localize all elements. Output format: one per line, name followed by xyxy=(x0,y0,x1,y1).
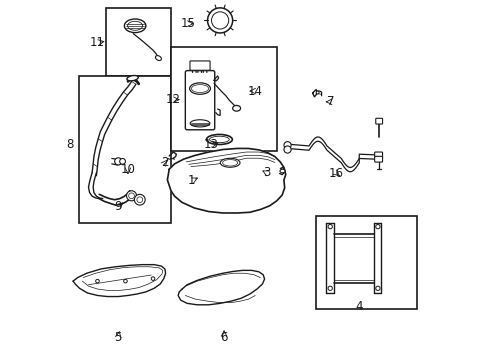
Ellipse shape xyxy=(232,105,240,111)
Text: 15: 15 xyxy=(180,17,195,30)
Circle shape xyxy=(126,191,136,201)
FancyBboxPatch shape xyxy=(190,61,210,70)
Text: 7: 7 xyxy=(326,95,334,108)
Circle shape xyxy=(375,225,379,229)
Text: 11: 11 xyxy=(90,36,105,49)
Ellipse shape xyxy=(124,19,145,33)
Text: 10: 10 xyxy=(120,163,135,176)
Polygon shape xyxy=(178,270,264,305)
Circle shape xyxy=(151,277,155,280)
Circle shape xyxy=(284,141,290,149)
Circle shape xyxy=(284,146,290,153)
FancyBboxPatch shape xyxy=(374,156,382,162)
Polygon shape xyxy=(312,90,316,97)
Circle shape xyxy=(134,194,145,205)
Ellipse shape xyxy=(127,76,138,81)
Ellipse shape xyxy=(280,169,285,173)
Ellipse shape xyxy=(220,158,240,167)
FancyBboxPatch shape xyxy=(185,71,214,130)
Circle shape xyxy=(123,279,127,283)
Circle shape xyxy=(327,225,332,229)
Text: 6: 6 xyxy=(220,330,227,343)
Circle shape xyxy=(316,91,319,94)
Circle shape xyxy=(115,158,122,165)
Circle shape xyxy=(96,279,99,283)
Bar xyxy=(171,47,276,151)
Text: 1: 1 xyxy=(188,174,195,187)
Ellipse shape xyxy=(189,83,210,94)
Text: 12: 12 xyxy=(165,93,180,106)
Text: 3: 3 xyxy=(263,166,270,179)
FancyBboxPatch shape xyxy=(374,152,382,158)
Ellipse shape xyxy=(190,120,209,127)
Ellipse shape xyxy=(155,55,161,60)
Polygon shape xyxy=(73,265,165,297)
Circle shape xyxy=(120,158,125,164)
Bar xyxy=(106,8,171,76)
Polygon shape xyxy=(167,148,285,213)
FancyBboxPatch shape xyxy=(375,118,382,124)
Text: 9: 9 xyxy=(114,201,122,213)
Text: 13: 13 xyxy=(203,138,219,150)
Text: 16: 16 xyxy=(328,167,344,180)
Text: 2: 2 xyxy=(161,156,168,169)
Bar xyxy=(79,76,171,223)
Text: 5: 5 xyxy=(114,330,122,343)
Text: 4: 4 xyxy=(355,300,362,313)
Text: 14: 14 xyxy=(247,85,262,98)
Text: 8: 8 xyxy=(66,138,73,150)
Circle shape xyxy=(327,286,332,291)
Bar xyxy=(316,216,416,309)
Circle shape xyxy=(375,286,379,291)
Ellipse shape xyxy=(206,134,232,144)
Circle shape xyxy=(207,8,232,33)
